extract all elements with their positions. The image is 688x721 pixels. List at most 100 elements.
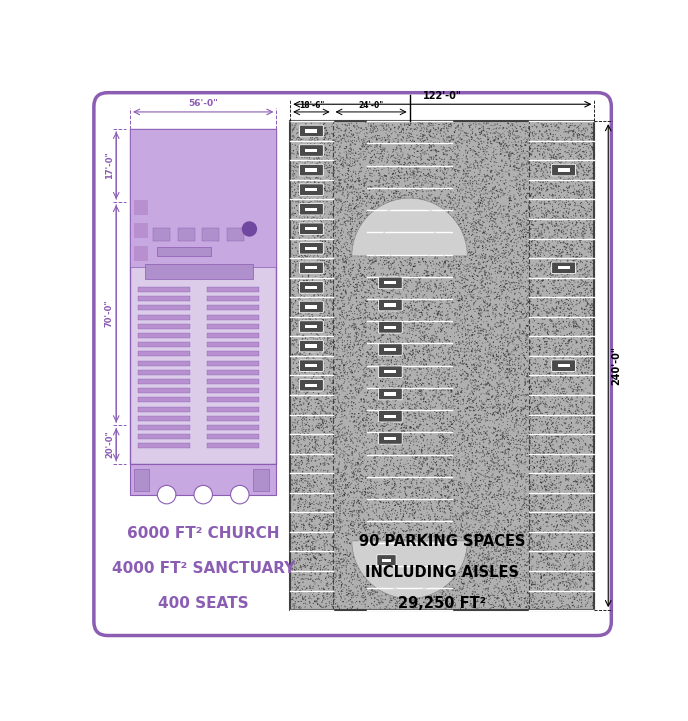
Point <box>505 279 516 291</box>
Point <box>464 401 475 412</box>
Point <box>522 333 533 345</box>
Point <box>310 522 321 534</box>
Point <box>391 348 402 360</box>
Point <box>380 244 391 255</box>
Point <box>299 593 310 605</box>
Point <box>355 267 366 279</box>
Point <box>505 148 516 159</box>
Point <box>571 247 582 259</box>
Point <box>345 430 356 441</box>
Point <box>528 515 539 526</box>
Point <box>413 559 424 571</box>
Point <box>325 231 336 243</box>
Point <box>400 490 411 502</box>
Point <box>484 340 495 351</box>
Point <box>536 480 547 492</box>
Point <box>541 585 552 597</box>
Point <box>505 594 516 606</box>
Point <box>334 548 345 559</box>
Point <box>376 376 387 387</box>
Point <box>354 166 365 177</box>
Point <box>433 301 444 313</box>
Point <box>387 504 398 516</box>
Point <box>328 177 339 188</box>
Point <box>572 559 583 570</box>
Point <box>412 140 423 151</box>
Point <box>333 585 344 597</box>
Point <box>310 488 321 500</box>
Point <box>418 157 429 169</box>
Point <box>288 167 299 179</box>
Point <box>401 423 412 434</box>
Point <box>586 184 597 195</box>
Point <box>378 539 389 551</box>
Point <box>424 410 435 421</box>
Point <box>437 233 448 244</box>
Point <box>395 172 406 184</box>
Point <box>497 432 508 443</box>
Point <box>330 381 341 393</box>
Point <box>340 593 351 605</box>
Point <box>294 298 305 310</box>
Point <box>386 259 397 270</box>
Point <box>539 313 550 324</box>
Point <box>433 472 444 483</box>
Point <box>519 570 530 581</box>
Point <box>514 455 525 466</box>
Point <box>472 496 483 508</box>
Point <box>521 529 532 541</box>
Point <box>576 150 587 162</box>
Point <box>410 464 421 475</box>
Point <box>406 140 417 151</box>
Point <box>565 413 576 425</box>
Point <box>476 249 487 260</box>
Point <box>358 419 369 430</box>
Point <box>385 546 396 557</box>
Point <box>583 566 594 578</box>
Point <box>538 455 549 466</box>
Point <box>563 149 574 160</box>
Point <box>537 241 548 252</box>
Point <box>515 184 526 195</box>
Point <box>498 488 509 500</box>
Point <box>504 303 515 314</box>
Point <box>455 583 466 594</box>
Point <box>362 456 373 467</box>
Point <box>475 322 486 334</box>
Point <box>401 525 412 536</box>
Point <box>556 227 567 239</box>
Point <box>425 120 436 131</box>
Point <box>559 403 570 415</box>
Point <box>579 262 590 273</box>
Point <box>334 162 345 174</box>
Point <box>439 215 450 226</box>
Point <box>396 437 407 448</box>
Point <box>519 389 530 400</box>
Point <box>340 475 351 487</box>
Point <box>521 444 532 456</box>
Point <box>385 218 396 230</box>
Point <box>492 425 503 437</box>
Point <box>495 329 506 341</box>
Point <box>513 568 524 580</box>
Point <box>455 337 466 349</box>
Point <box>392 182 403 193</box>
Point <box>580 294 591 306</box>
Point <box>459 460 470 472</box>
Point <box>347 299 358 311</box>
Point <box>584 504 595 516</box>
Point <box>310 200 321 212</box>
Point <box>515 583 526 595</box>
Point <box>437 552 448 564</box>
Point <box>448 455 459 466</box>
Point <box>488 251 499 262</box>
Point <box>575 350 586 361</box>
Point <box>546 493 557 505</box>
Point <box>420 321 431 332</box>
Point <box>311 204 322 216</box>
Point <box>332 251 343 262</box>
Point <box>308 414 319 425</box>
Point <box>557 262 568 273</box>
Point <box>483 141 494 153</box>
Point <box>567 543 578 554</box>
